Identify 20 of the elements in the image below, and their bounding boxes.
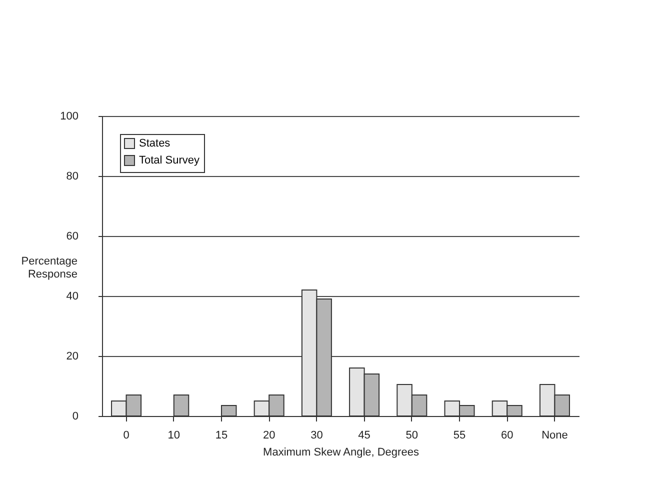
x-tick-label: None — [542, 430, 568, 442]
y-axis-title: Percentage Response — [21, 256, 78, 280]
y-tick-label: 20 — [66, 350, 78, 362]
x-tick-label: 0 — [123, 430, 130, 442]
y-tick-label: 60 — [66, 230, 78, 242]
x-tick-label: 60 — [500, 430, 514, 442]
x-tick-label: 50 — [406, 430, 418, 442]
y-tick-label: 80 — [66, 170, 78, 182]
x-tick-label: 15 — [215, 430, 228, 442]
y-tick-label: 0 — [72, 410, 78, 422]
x-tick-label: 55 — [453, 430, 466, 442]
x-tick-label: 45 — [358, 430, 370, 442]
legend-label: Total Survey — [139, 154, 200, 166]
x-tick-label: 30 — [310, 430, 323, 442]
y-tick-label: 40 — [66, 290, 78, 302]
legend-label: States — [139, 138, 171, 150]
y-tick-label: 100 — [60, 110, 78, 122]
x-axis-title: Maximum Skew Angle, Degrees — [263, 446, 420, 458]
x-tick-label: 10 — [168, 430, 180, 442]
x-tick-label: 20 — [262, 430, 276, 442]
